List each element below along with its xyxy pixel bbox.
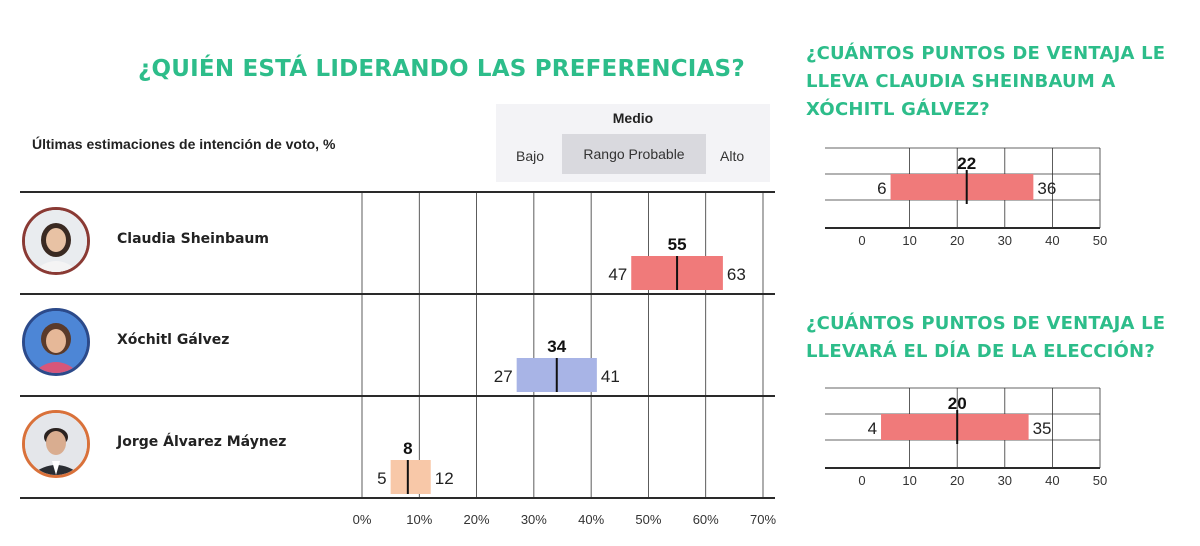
side2-tick-1: 10 bbox=[902, 473, 916, 488]
x-tick-label-0: 0% bbox=[353, 512, 372, 527]
side2-tick-3: 30 bbox=[998, 473, 1012, 488]
medio-value-2: 8 bbox=[403, 439, 412, 458]
side2-tick-2: 20 bbox=[950, 473, 964, 488]
side1-title: ¿CUÁNTOS PUNTOS DE VENTAJA LE LLEVA CLAU… bbox=[806, 43, 1166, 120]
alto-value-0: 63 bbox=[727, 265, 746, 284]
range-bar-2 bbox=[390, 460, 431, 494]
side1-range-bar bbox=[890, 174, 1034, 200]
side2-tick-5: 50 bbox=[1093, 473, 1107, 488]
side2-bajo-value: 4 bbox=[868, 419, 877, 438]
range-legend: Medio Bajo Rango Probable Alto bbox=[496, 104, 770, 182]
candidate-name-sheinbaum: Claudia Sheinbaum bbox=[117, 231, 269, 247]
claudia-sheinbaum-photo-icon bbox=[22, 207, 90, 275]
side1-alto-value: 36 bbox=[1037, 179, 1056, 198]
side2-tick-4: 40 bbox=[1045, 473, 1059, 488]
legend-bajo-label: Bajo bbox=[516, 148, 545, 164]
main-chart-title: ¿QUIÉN ESTÁ LIDERANDO LAS PREFERENCIAS? bbox=[138, 56, 745, 82]
x-tick-label-7: 70% bbox=[750, 512, 776, 527]
medio-value-1: 34 bbox=[547, 337, 566, 356]
side1-tick-2: 20 bbox=[950, 233, 964, 248]
side2-alto-value: 35 bbox=[1033, 419, 1052, 438]
jorge-alvarez-maynez-photo-icon bbox=[22, 410, 90, 478]
x-tick-label-5: 50% bbox=[635, 512, 661, 527]
side2-medio-value: 20 bbox=[948, 394, 967, 413]
side1-tick-0: 0 bbox=[858, 233, 865, 248]
side2-tick-0: 0 bbox=[858, 473, 865, 488]
side1-tick-5: 50 bbox=[1093, 233, 1107, 248]
x-tick-label-6: 60% bbox=[693, 512, 719, 527]
side2-range-bar bbox=[881, 414, 1029, 440]
side1-tick-1: 10 bbox=[902, 233, 916, 248]
bajo-value-0: 47 bbox=[608, 265, 627, 284]
x-tick-label-1: 10% bbox=[406, 512, 432, 527]
bajo-value-2: 5 bbox=[377, 469, 386, 488]
main-chart-subtitle: Últimas estimaciones de intención de vot… bbox=[32, 136, 336, 152]
alto-value-2: 12 bbox=[435, 469, 454, 488]
side1-bajo-value: 6 bbox=[877, 179, 886, 198]
side1-tick-4: 40 bbox=[1045, 233, 1059, 248]
side2-title: ¿CUÁNTOS PUNTOS DE VENTAJA LE LLEVARÁ EL… bbox=[806, 313, 1166, 362]
candidate-name-maynez: Jorge Álvarez Máynez bbox=[117, 434, 287, 450]
side1-tick-3: 30 bbox=[998, 233, 1012, 248]
legend-alto-label: Alto bbox=[720, 148, 745, 164]
bajo-value-1: 27 bbox=[494, 367, 513, 386]
side1-medio-value: 22 bbox=[957, 154, 976, 173]
legend-rango-probable: Rango Probable bbox=[562, 134, 706, 174]
x-tick-label-4: 40% bbox=[578, 512, 604, 527]
x-tick-label-3: 30% bbox=[521, 512, 547, 527]
x-tick-label-2: 20% bbox=[464, 512, 490, 527]
candidate-name-galvez: Xóchitl Gálvez bbox=[117, 332, 230, 348]
legend-medio-label: Medio bbox=[612, 110, 654, 126]
alto-value-1: 41 bbox=[601, 367, 620, 386]
xochitl-galvez-photo-icon bbox=[22, 308, 90, 376]
medio-value-0: 55 bbox=[668, 235, 687, 254]
